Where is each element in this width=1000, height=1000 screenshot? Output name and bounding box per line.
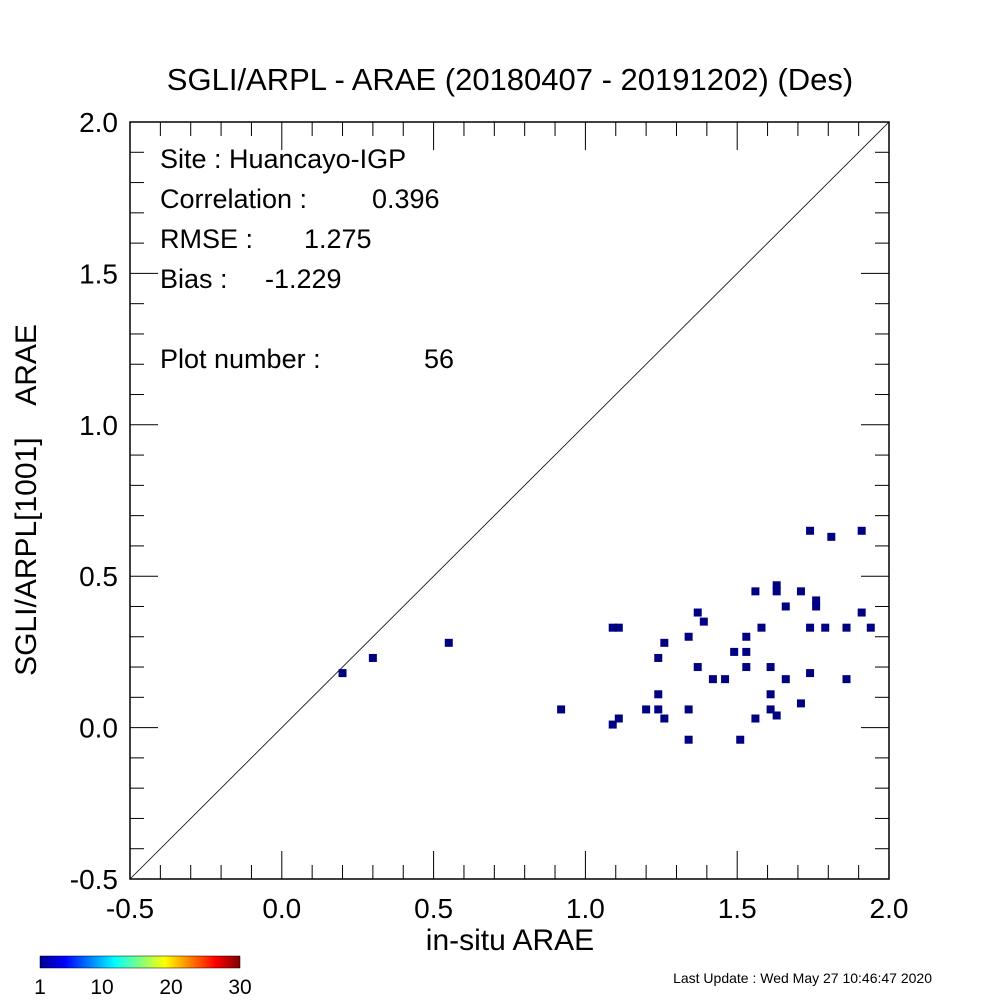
colorbar-tick-labels: 1 10 20 30 — [34, 976, 252, 999]
data-point — [827, 532, 836, 541]
data-point — [842, 675, 851, 684]
x-tick-label: 1.0 — [566, 893, 605, 924]
data-point — [857, 526, 866, 535]
data-point — [693, 663, 702, 672]
data-point — [684, 735, 693, 744]
data-point — [766, 663, 775, 672]
data-point — [684, 705, 693, 714]
x-tick-label: -0.5 — [106, 893, 154, 924]
x-tick-labels: -0.5 0.0 0.5 1.0 1.5 2.0 — [106, 893, 909, 924]
y-tick-label: 1.5 — [79, 258, 118, 289]
x-axis-label: in-situ ARAE — [426, 924, 594, 957]
data-point — [781, 602, 790, 611]
data-point — [708, 675, 717, 684]
data-point — [806, 623, 815, 632]
rmse-label: RMSE : — [160, 224, 253, 254]
y-tick-label: 0.0 — [79, 713, 118, 744]
data-point — [338, 669, 347, 678]
data-point — [757, 623, 766, 632]
y-tick-label: 1.0 — [79, 410, 118, 441]
colorbar-tick-label: 10 — [90, 976, 113, 999]
data-point — [642, 705, 651, 714]
colorbar-tick-label: 1 — [34, 976, 46, 999]
data-point — [821, 623, 830, 632]
data-point — [654, 705, 663, 714]
data-point — [751, 714, 760, 723]
data-point — [608, 720, 617, 729]
data-point — [742, 663, 751, 672]
data-point — [660, 638, 669, 647]
colorbar: 1 10 20 30 — [34, 955, 252, 999]
data-point — [654, 653, 663, 662]
bias-value: -1.229 — [265, 264, 342, 294]
data-point — [751, 587, 760, 596]
x-tick-label: 0.5 — [414, 893, 453, 924]
data-point — [608, 623, 617, 632]
rmse-value: 1.275 — [304, 224, 372, 254]
data-point — [772, 711, 781, 720]
data-point — [614, 623, 623, 632]
stats-box: Site : Huancayo-IGP Correlation : 0.396 … — [160, 144, 454, 374]
chart-title: SGLI/ARPL - ARAE (20180407 - 20191202) (… — [167, 62, 853, 97]
one-to-one-line — [129, 121, 890, 880]
data-point — [766, 690, 775, 699]
colorbar-gradient — [39, 955, 241, 969]
data-point — [812, 602, 821, 611]
data-point — [444, 638, 453, 647]
site-text: Site : Huancayo-IGP — [160, 144, 406, 174]
data-point — [857, 608, 866, 617]
x-tick-label: 1.5 — [718, 893, 757, 924]
data-point — [772, 587, 781, 596]
data-point — [796, 699, 805, 708]
data-point — [557, 705, 566, 714]
data-point — [772, 581, 781, 590]
correlation-label: Correlation : — [160, 184, 307, 214]
y-tick-label: -0.5 — [70, 864, 118, 895]
data-point — [614, 714, 623, 723]
x-tick-label: 0.0 — [262, 893, 301, 924]
plot-frame — [129, 121, 890, 880]
plot-number-label: Plot number : — [160, 344, 321, 374]
data-point — [866, 623, 875, 632]
data-points — [338, 526, 875, 744]
data-point — [806, 526, 815, 535]
data-point — [699, 617, 708, 626]
data-point — [684, 632, 693, 641]
y-tick-label: 2.0 — [79, 107, 118, 138]
data-point — [660, 714, 669, 723]
data-point — [812, 596, 821, 605]
last-update-text: Last Update : Wed May 27 10:46:47 2020 — [673, 970, 932, 986]
data-point — [693, 608, 702, 617]
data-point — [742, 647, 751, 656]
x-tick-label: 2.0 — [870, 893, 909, 924]
data-point — [742, 632, 751, 641]
data-point — [796, 587, 805, 596]
bias-label: Bias : — [160, 264, 228, 294]
data-point — [721, 675, 730, 684]
data-point — [730, 647, 739, 656]
data-point — [654, 690, 663, 699]
data-point — [842, 623, 851, 632]
data-point — [736, 735, 745, 744]
colorbar-tick-label: 30 — [228, 976, 251, 999]
plot-number-value: 56 — [424, 344, 454, 374]
y-tick-labels: -0.5 0.0 0.5 1.0 1.5 2.0 — [70, 107, 118, 895]
data-point — [766, 705, 775, 714]
data-point — [781, 675, 790, 684]
y-axis-label: SGLI/ARPL[1001] ARAE — [10, 324, 43, 676]
colorbar-tick-label: 20 — [159, 976, 182, 999]
data-point — [806, 669, 815, 678]
data-point — [368, 653, 377, 662]
axis-ticks — [129, 121, 890, 880]
correlation-value: 0.396 — [372, 184, 440, 214]
y-tick-label: 0.5 — [79, 561, 118, 592]
